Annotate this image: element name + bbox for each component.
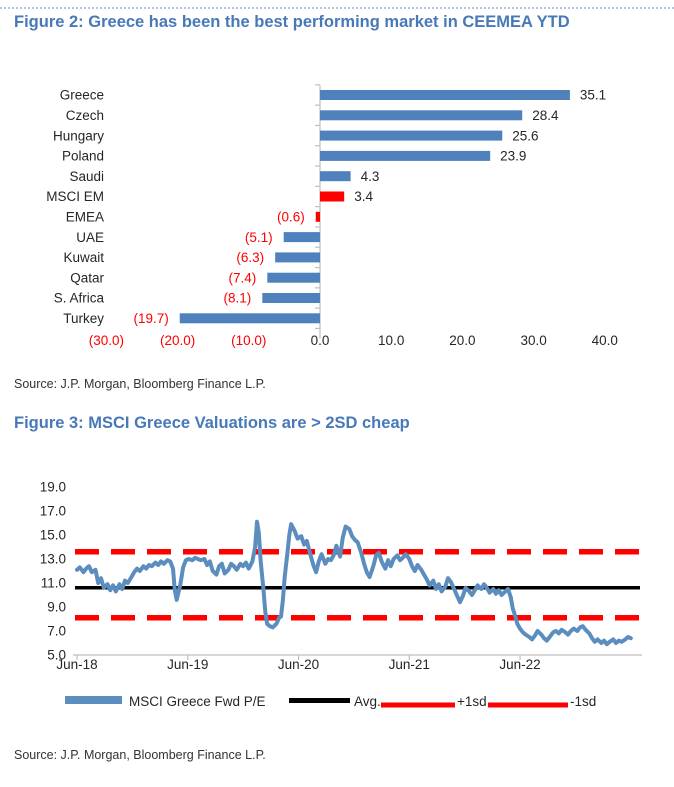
legend-label-plus-1sd: +1sd	[457, 694, 487, 709]
top-dotted-divider	[0, 7, 674, 9]
legend-swatch-avg	[289, 698, 350, 703]
y-axis-tick-label: 7.0	[47, 624, 66, 639]
x-axis-tick-label: Jun-21	[389, 657, 430, 672]
category-label: Qatar	[70, 270, 104, 285]
figure2-bar-chart: Greece 35.1 Czech 28.4 Hungary 25.6 Poland 23.9…	[46, 84, 618, 348]
value-label: 4.3	[361, 169, 380, 184]
figure3-title: Figure 3: MSCI Greece Valuations are > 2…	[14, 414, 410, 432]
y-axis-tick-label: 11.0	[41, 576, 66, 591]
value-label: 3.4	[354, 189, 373, 204]
category-label: Turkey	[63, 311, 104, 326]
x-axis-tick-label: 10.0	[378, 333, 404, 348]
bar-poland	[320, 150, 491, 161]
x-axis-tick-label: Jun-20	[278, 657, 319, 672]
bar-qatar	[267, 272, 320, 283]
value-label: 23.9	[500, 149, 526, 164]
y-axis-tick-label: 19.0	[40, 480, 66, 495]
value-label: (19.7)	[133, 311, 168, 326]
category-label: Saudi	[69, 169, 104, 184]
bar-s-africa	[262, 293, 320, 303]
bar-kuwait	[275, 252, 320, 263]
value-label: (5.1)	[245, 230, 273, 245]
x-axis-tick-label: Jun-22	[499, 657, 540, 672]
x-axis-tick-label: 0.0	[311, 333, 330, 348]
category-label: UAE	[76, 230, 104, 245]
y-axis-tick-label: 5.0	[47, 648, 66, 663]
category-label: Czech	[66, 108, 104, 123]
bar-emea	[315, 211, 320, 222]
x-axis-tick-label: (30.0)	[89, 333, 124, 348]
category-label: Greece	[60, 88, 104, 103]
msci-greece-fwd-pe-line	[75, 519, 633, 647]
y-axis-tick-label: 13.0	[40, 552, 66, 567]
figure3-source: Source: J.P. Morgan, Bloomberg Finance L…	[14, 748, 266, 762]
category-label: S. Africa	[54, 291, 105, 306]
legend-label-minus-1sd: -1sd	[570, 694, 596, 709]
y-axis-tick-label: 15.0	[40, 528, 66, 543]
x-axis-tick-label: 40.0	[592, 333, 618, 348]
category-label: Kuwait	[63, 250, 104, 265]
x-axis-tick-label: Jun-18	[56, 657, 97, 672]
bar-msci-em	[320, 191, 345, 202]
bar-greece	[320, 90, 570, 100]
category-label: EMEA	[66, 210, 104, 225]
category-label: Hungary	[53, 128, 104, 143]
value-label: 35.1	[580, 88, 606, 103]
figure2-source: Source: J.P. Morgan, Bloomberg Finance L…	[14, 377, 266, 391]
value-label: (0.6)	[277, 210, 305, 225]
legend-label-msci-greece-fwd-pe: MSCI Greece Fwd P/E	[129, 694, 266, 709]
value-label: (6.3)	[236, 250, 264, 265]
category-label: Poland	[62, 149, 104, 164]
bar-saudi	[320, 171, 351, 182]
bar-turkey	[179, 313, 320, 324]
value-label: (7.4)	[229, 270, 257, 285]
legend-swatch-minus-1sd	[488, 702, 568, 708]
x-axis-tick-label: 20.0	[449, 333, 475, 348]
y-axis-tick-label: 9.0	[47, 600, 66, 615]
x-axis-tick-label: 30.0	[520, 333, 546, 348]
category-label: MSCI EM	[46, 189, 104, 204]
y-axis-tick-label: 17.0	[40, 504, 66, 519]
legend-label-avg: Avg.	[354, 694, 381, 709]
bar-hungary	[320, 130, 503, 141]
x-axis-tick-label: (10.0)	[231, 333, 266, 348]
legend-swatch-plus-1sd	[381, 702, 455, 708]
bar-uae	[283, 232, 320, 243]
x-axis-tick-label: Jun-19	[167, 657, 208, 672]
value-label: 25.6	[512, 128, 538, 143]
x-axis-tick-label: (20.0)	[160, 333, 195, 348]
legend-swatch-msci-greece-fwd-pe	[65, 696, 122, 704]
figure2-title: Figure 2: Greece has been the best perfo…	[14, 13, 570, 31]
value-label: (8.1)	[224, 291, 252, 306]
value-label: 28.4	[532, 108, 559, 123]
bar-czech	[320, 110, 523, 121]
